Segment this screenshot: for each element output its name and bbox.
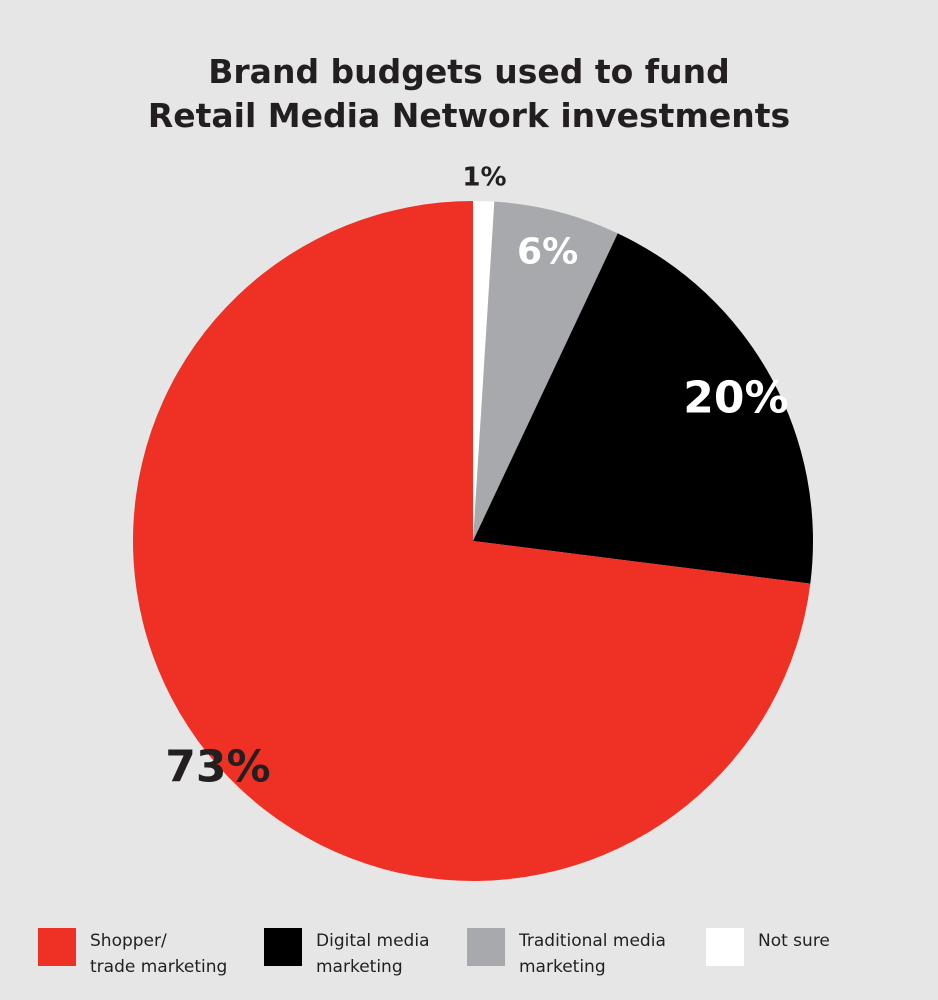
slice-percent-label: 20% <box>683 372 788 423</box>
slice-percent-label: 6% <box>517 231 578 272</box>
legend-label-line: Traditional media <box>519 931 666 951</box>
legend-label-line: marketing <box>519 957 606 977</box>
pie-slice <box>473 201 495 541</box>
slice-percent-label: 73% <box>165 742 270 793</box>
pie-slice <box>133 201 811 881</box>
pie-slice <box>473 201 618 542</box>
legend-label-line: Digital media <box>316 931 430 951</box>
legend-label-line: Not sure <box>758 931 830 951</box>
slice-percent-label: 1% <box>462 163 506 193</box>
legend-label-digital-media-marketing: Digital media marketing <box>316 928 466 980</box>
legend-swatch-traditional-media-marketing <box>467 928 505 966</box>
legend: Shopper/ trade marketing Digital media m… <box>38 928 918 992</box>
chart-title-line-1: Brand budgets used to fund <box>208 52 730 91</box>
legend-label-line: Shopper/ <box>90 931 167 951</box>
pie-slice <box>473 233 813 584</box>
legend-swatch-digital-media-marketing <box>264 928 302 966</box>
legend-swatch-shopper-trade-marketing <box>38 928 76 966</box>
legend-swatch-not-sure <box>706 928 744 966</box>
legend-label-line: marketing <box>316 957 403 977</box>
chart-title-line-2: Retail Media Network investments <box>147 96 791 135</box>
legend-label-shopper-trade-marketing: Shopper/ trade marketing <box>90 928 240 980</box>
chart-title: Brand budgets used to fund Retail Media … <box>0 50 938 138</box>
legend-label-traditional-media-marketing: Traditional media marketing <box>519 928 669 980</box>
legend-label-not-sure: Not sure <box>758 928 908 954</box>
legend-label-line: trade marketing <box>90 957 228 977</box>
